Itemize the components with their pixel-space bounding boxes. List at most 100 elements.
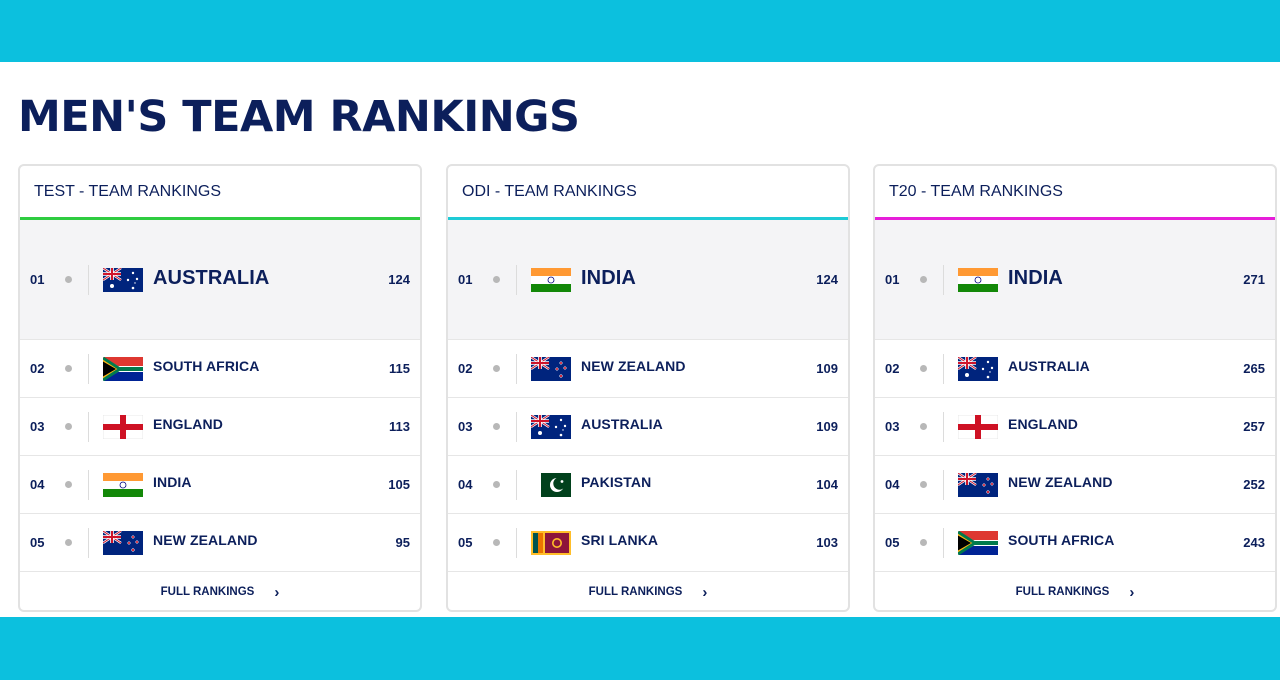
team-rating: 105	[388, 477, 410, 492]
rank-number: 04	[885, 477, 900, 492]
team-name: NEW ZEALAND	[581, 357, 686, 374]
ranking-row[interactable]: 05 NEW ZEALAND 95	[20, 514, 420, 572]
rank-number: 03	[30, 419, 45, 434]
divider	[943, 264, 944, 295]
position-dot-icon	[920, 423, 927, 430]
rank-number: 03	[458, 419, 473, 434]
ranking-row[interactable]: 04 PAKISTAN 104	[448, 456, 848, 514]
divider	[88, 527, 89, 558]
full-rankings-label: FULL RANKINGS	[160, 586, 255, 598]
rank-number: 01	[885, 272, 900, 287]
sri-lanka-flag-icon	[531, 530, 571, 555]
team-rating: 95	[395, 535, 410, 550]
chevron-right-icon: ›	[1129, 583, 1135, 601]
ranking-row[interactable]: 04 NEW ZEALAND 252	[875, 456, 1275, 514]
divider	[516, 264, 517, 295]
india-flag-icon	[531, 267, 571, 292]
india-flag-icon	[958, 267, 998, 292]
team-name: SOUTH AFRICA	[1008, 531, 1115, 548]
team-name: ENGLAND	[153, 415, 223, 432]
divider	[943, 469, 944, 500]
new-zealand-flag-icon	[531, 356, 571, 381]
rank-number: 04	[30, 477, 45, 492]
full-rankings-link[interactable]: FULL RANKINGS ›	[875, 572, 1275, 610]
position-dot-icon	[65, 365, 72, 372]
rank-number: 05	[458, 535, 473, 550]
new-zealand-flag-icon	[103, 530, 143, 555]
team-name: PAKISTAN	[581, 473, 652, 490]
rank-number: 03	[885, 419, 900, 434]
rank-number: 02	[30, 361, 45, 376]
team-rating: 109	[816, 419, 838, 434]
position-dot-icon	[65, 481, 72, 488]
rankings-panel-t20: T20 - TEAM RANKINGS 01 INDIA 271 02 AUSTRALI…	[873, 164, 1277, 612]
team-name: SOUTH AFRICA	[153, 357, 260, 374]
ranking-row[interactable]: 05 SRI LANKA 103	[448, 514, 848, 572]
rank-number: 02	[458, 361, 473, 376]
team-name: INDIA	[153, 473, 192, 490]
ranking-row[interactable]: 01 AUSTRALIA 124	[20, 220, 420, 340]
rank-number: 01	[30, 272, 45, 287]
team-rating: 104	[816, 477, 838, 492]
team-rating: 124	[816, 272, 838, 287]
team-rating: 115	[389, 361, 410, 376]
team-rating: 103	[816, 535, 838, 550]
team-rating: 271	[1243, 272, 1265, 287]
team-rating: 124	[388, 272, 410, 287]
divider	[516, 527, 517, 558]
position-dot-icon	[493, 481, 500, 488]
team-name: AUSTRALIA	[1008, 357, 1090, 374]
chevron-right-icon: ›	[702, 583, 708, 601]
team-name: SRI LANKA	[581, 531, 659, 548]
ranking-row[interactable]: 03 AUSTRALIA 109	[448, 398, 848, 456]
ranking-row[interactable]: 01 INDIA 124	[448, 220, 848, 340]
team-name: INDIA	[1008, 267, 1063, 289]
page-title: MEN'S TEAM RANKINGS	[18, 92, 580, 142]
india-flag-icon	[103, 472, 143, 497]
position-dot-icon	[920, 365, 927, 372]
ranking-row[interactable]: 02 NEW ZEALAND 109	[448, 340, 848, 398]
ranking-row[interactable]: 02 AUSTRALIA 265	[875, 340, 1275, 398]
rank-number: 02	[885, 361, 900, 376]
ranking-row[interactable]: 05 SOUTH AFRICA 243	[875, 514, 1275, 572]
panel-title: TEST - TEAM RANKINGS	[20, 166, 420, 220]
divider	[88, 353, 89, 384]
position-dot-icon	[65, 276, 72, 283]
team-name: ENGLAND	[1008, 415, 1078, 432]
ranking-row[interactable]: 03 ENGLAND 257	[875, 398, 1275, 456]
ranking-row[interactable]: 01 INDIA 271	[875, 220, 1275, 340]
south-africa-flag-icon	[103, 356, 143, 381]
rank-number: 05	[885, 535, 900, 550]
chevron-right-icon: ›	[274, 583, 280, 601]
rank-number: 04	[458, 477, 473, 492]
ranking-row[interactable]: 04 INDIA 105	[20, 456, 420, 514]
full-rankings-link[interactable]: FULL RANKINGS ›	[448, 572, 848, 610]
team-rating: 109	[816, 361, 838, 376]
divider	[943, 353, 944, 384]
divider	[88, 469, 89, 500]
ranking-row[interactable]: 03 ENGLAND 113	[20, 398, 420, 456]
divider	[943, 527, 944, 558]
rank-number: 01	[458, 272, 473, 287]
england-flag-icon	[958, 414, 998, 439]
panel-title: T20 - TEAM RANKINGS	[875, 166, 1275, 220]
team-rating: 257	[1243, 419, 1265, 434]
divider	[943, 411, 944, 442]
full-rankings-link[interactable]: FULL RANKINGS ›	[20, 572, 420, 610]
full-rankings-label: FULL RANKINGS	[1015, 586, 1110, 598]
rank-number: 05	[30, 535, 45, 550]
team-name: AUSTRALIA	[153, 267, 270, 289]
team-rating: 265	[1243, 361, 1265, 376]
england-flag-icon	[103, 414, 143, 439]
divider	[516, 353, 517, 384]
australia-flag-icon	[103, 267, 143, 292]
ranking-row[interactable]: 02 SOUTH AFRICA 115	[20, 340, 420, 398]
position-dot-icon	[920, 481, 927, 488]
team-name: NEW ZEALAND	[153, 531, 258, 548]
rankings-panel-test: TEST - TEAM RANKINGS 01 AUSTRALIA 124 02 SOU…	[18, 164, 422, 612]
full-rankings-label: FULL RANKINGS	[588, 586, 683, 598]
rankings-panel-odi: ODI - TEAM RANKINGS 01 INDIA 124 02 NEW ZEAL…	[446, 164, 850, 612]
new-zealand-flag-icon	[958, 472, 998, 497]
team-rating: 243	[1243, 535, 1265, 550]
position-dot-icon	[65, 539, 72, 546]
